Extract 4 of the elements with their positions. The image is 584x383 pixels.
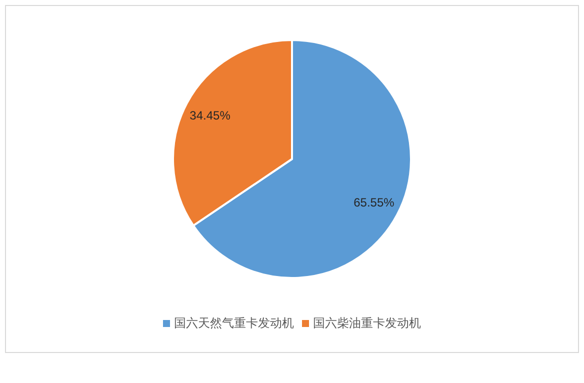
legend-label: 国六柴油重卡发动机 <box>313 316 421 330</box>
data-label: 34.45% <box>190 108 231 122</box>
data-label: 65.55% <box>354 196 395 210</box>
legend-label: 国六天然气重卡发动机 <box>174 316 294 330</box>
